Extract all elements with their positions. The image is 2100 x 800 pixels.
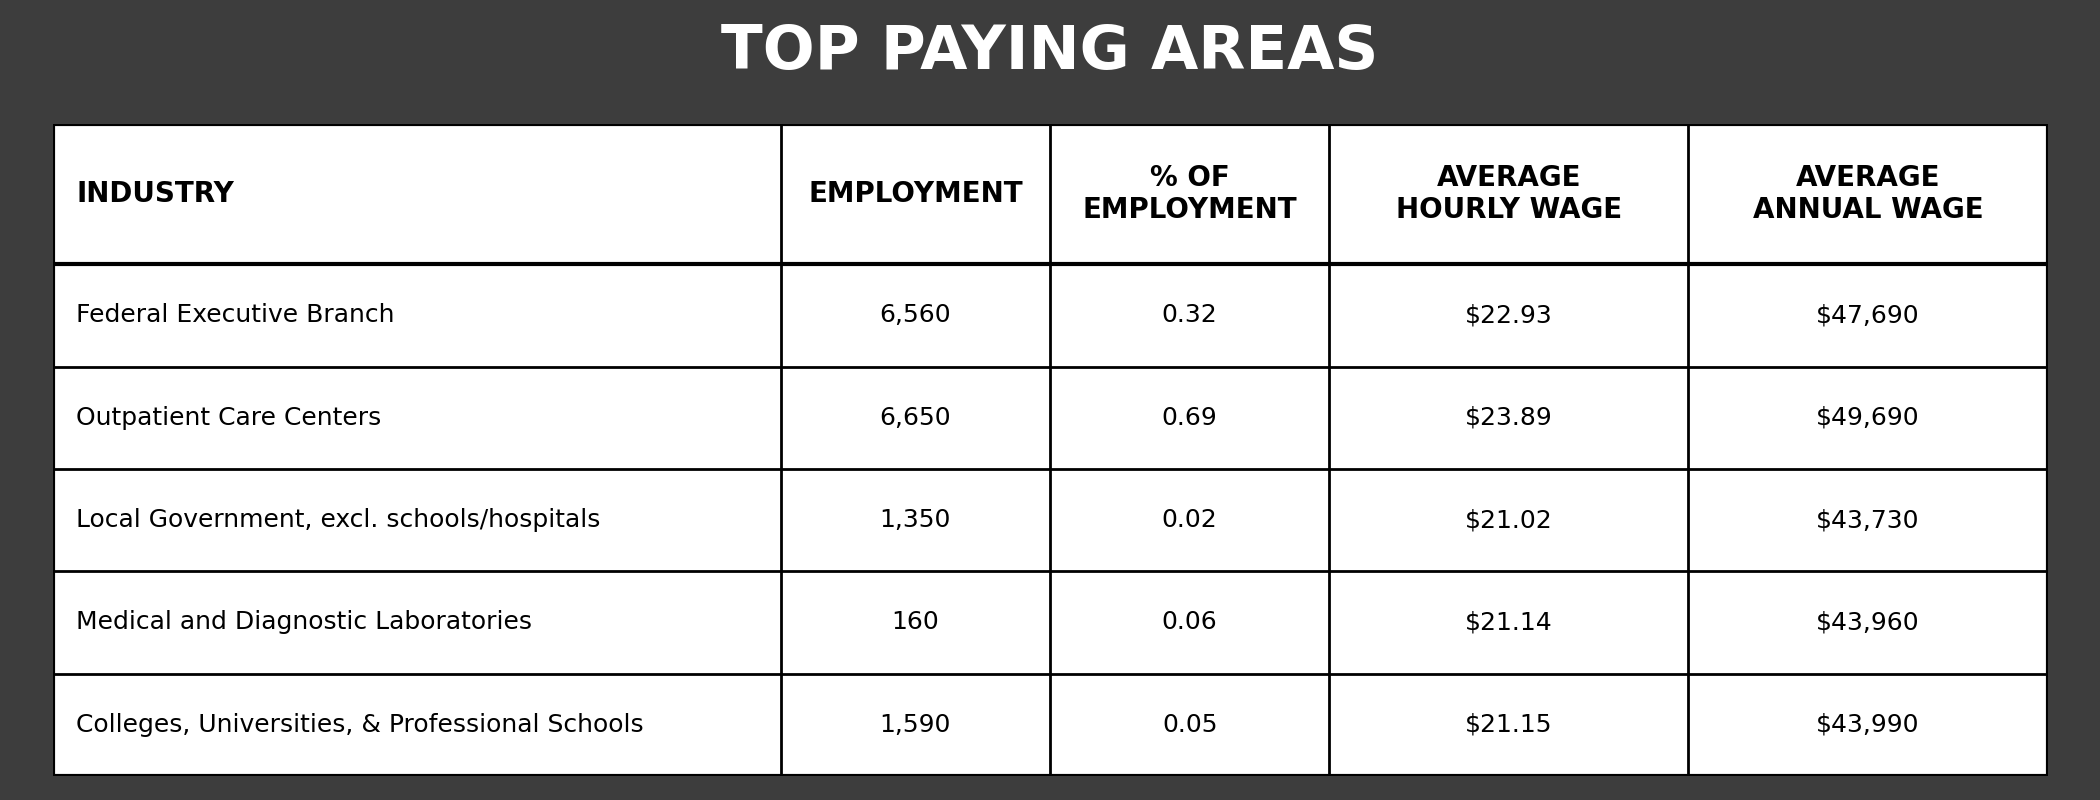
Text: 0.32: 0.32 [1161, 303, 1218, 327]
Text: Federal Executive Branch: Federal Executive Branch [76, 303, 395, 327]
Text: 0.02: 0.02 [1161, 508, 1218, 532]
Text: $49,690: $49,690 [1816, 406, 1919, 430]
Text: INDUSTRY: INDUSTRY [76, 180, 235, 208]
Text: Local Government, excl. schools/hospitals: Local Government, excl. schools/hospital… [76, 508, 601, 532]
Text: $43,990: $43,990 [1816, 713, 1919, 737]
Text: 1,590: 1,590 [880, 713, 951, 737]
Text: Colleges, Universities, & Professional Schools: Colleges, Universities, & Professional S… [76, 713, 645, 737]
Text: AVERAGE
ANNUAL WAGE: AVERAGE ANNUAL WAGE [1754, 164, 1982, 224]
Text: 1,350: 1,350 [880, 508, 951, 532]
Text: 0.05: 0.05 [1161, 713, 1218, 737]
Text: $22.93: $22.93 [1466, 303, 1552, 327]
Text: $43,730: $43,730 [1816, 508, 1919, 532]
Text: 0.69: 0.69 [1161, 406, 1218, 430]
Text: 6,650: 6,650 [880, 406, 951, 430]
Text: TOP PAYING AREAS: TOP PAYING AREAS [720, 22, 1380, 82]
Text: 0.06: 0.06 [1161, 610, 1218, 634]
Text: 6,560: 6,560 [880, 303, 951, 327]
Text: Outpatient Care Centers: Outpatient Care Centers [76, 406, 382, 430]
Text: 160: 160 [892, 610, 939, 634]
Text: $21.02: $21.02 [1466, 508, 1552, 532]
Text: EMPLOYMENT: EMPLOYMENT [808, 180, 1023, 208]
Text: $21.14: $21.14 [1466, 610, 1552, 634]
Text: $47,690: $47,690 [1816, 303, 1919, 327]
Text: AVERAGE
HOURLY WAGE: AVERAGE HOURLY WAGE [1396, 164, 1621, 224]
Text: Medical and Diagnostic Laboratories: Medical and Diagnostic Laboratories [76, 610, 533, 634]
Text: $43,960: $43,960 [1816, 610, 1919, 634]
Text: % OF
EMPLOYMENT: % OF EMPLOYMENT [1082, 164, 1298, 224]
Text: $21.15: $21.15 [1466, 713, 1552, 737]
Text: $23.89: $23.89 [1466, 406, 1552, 430]
